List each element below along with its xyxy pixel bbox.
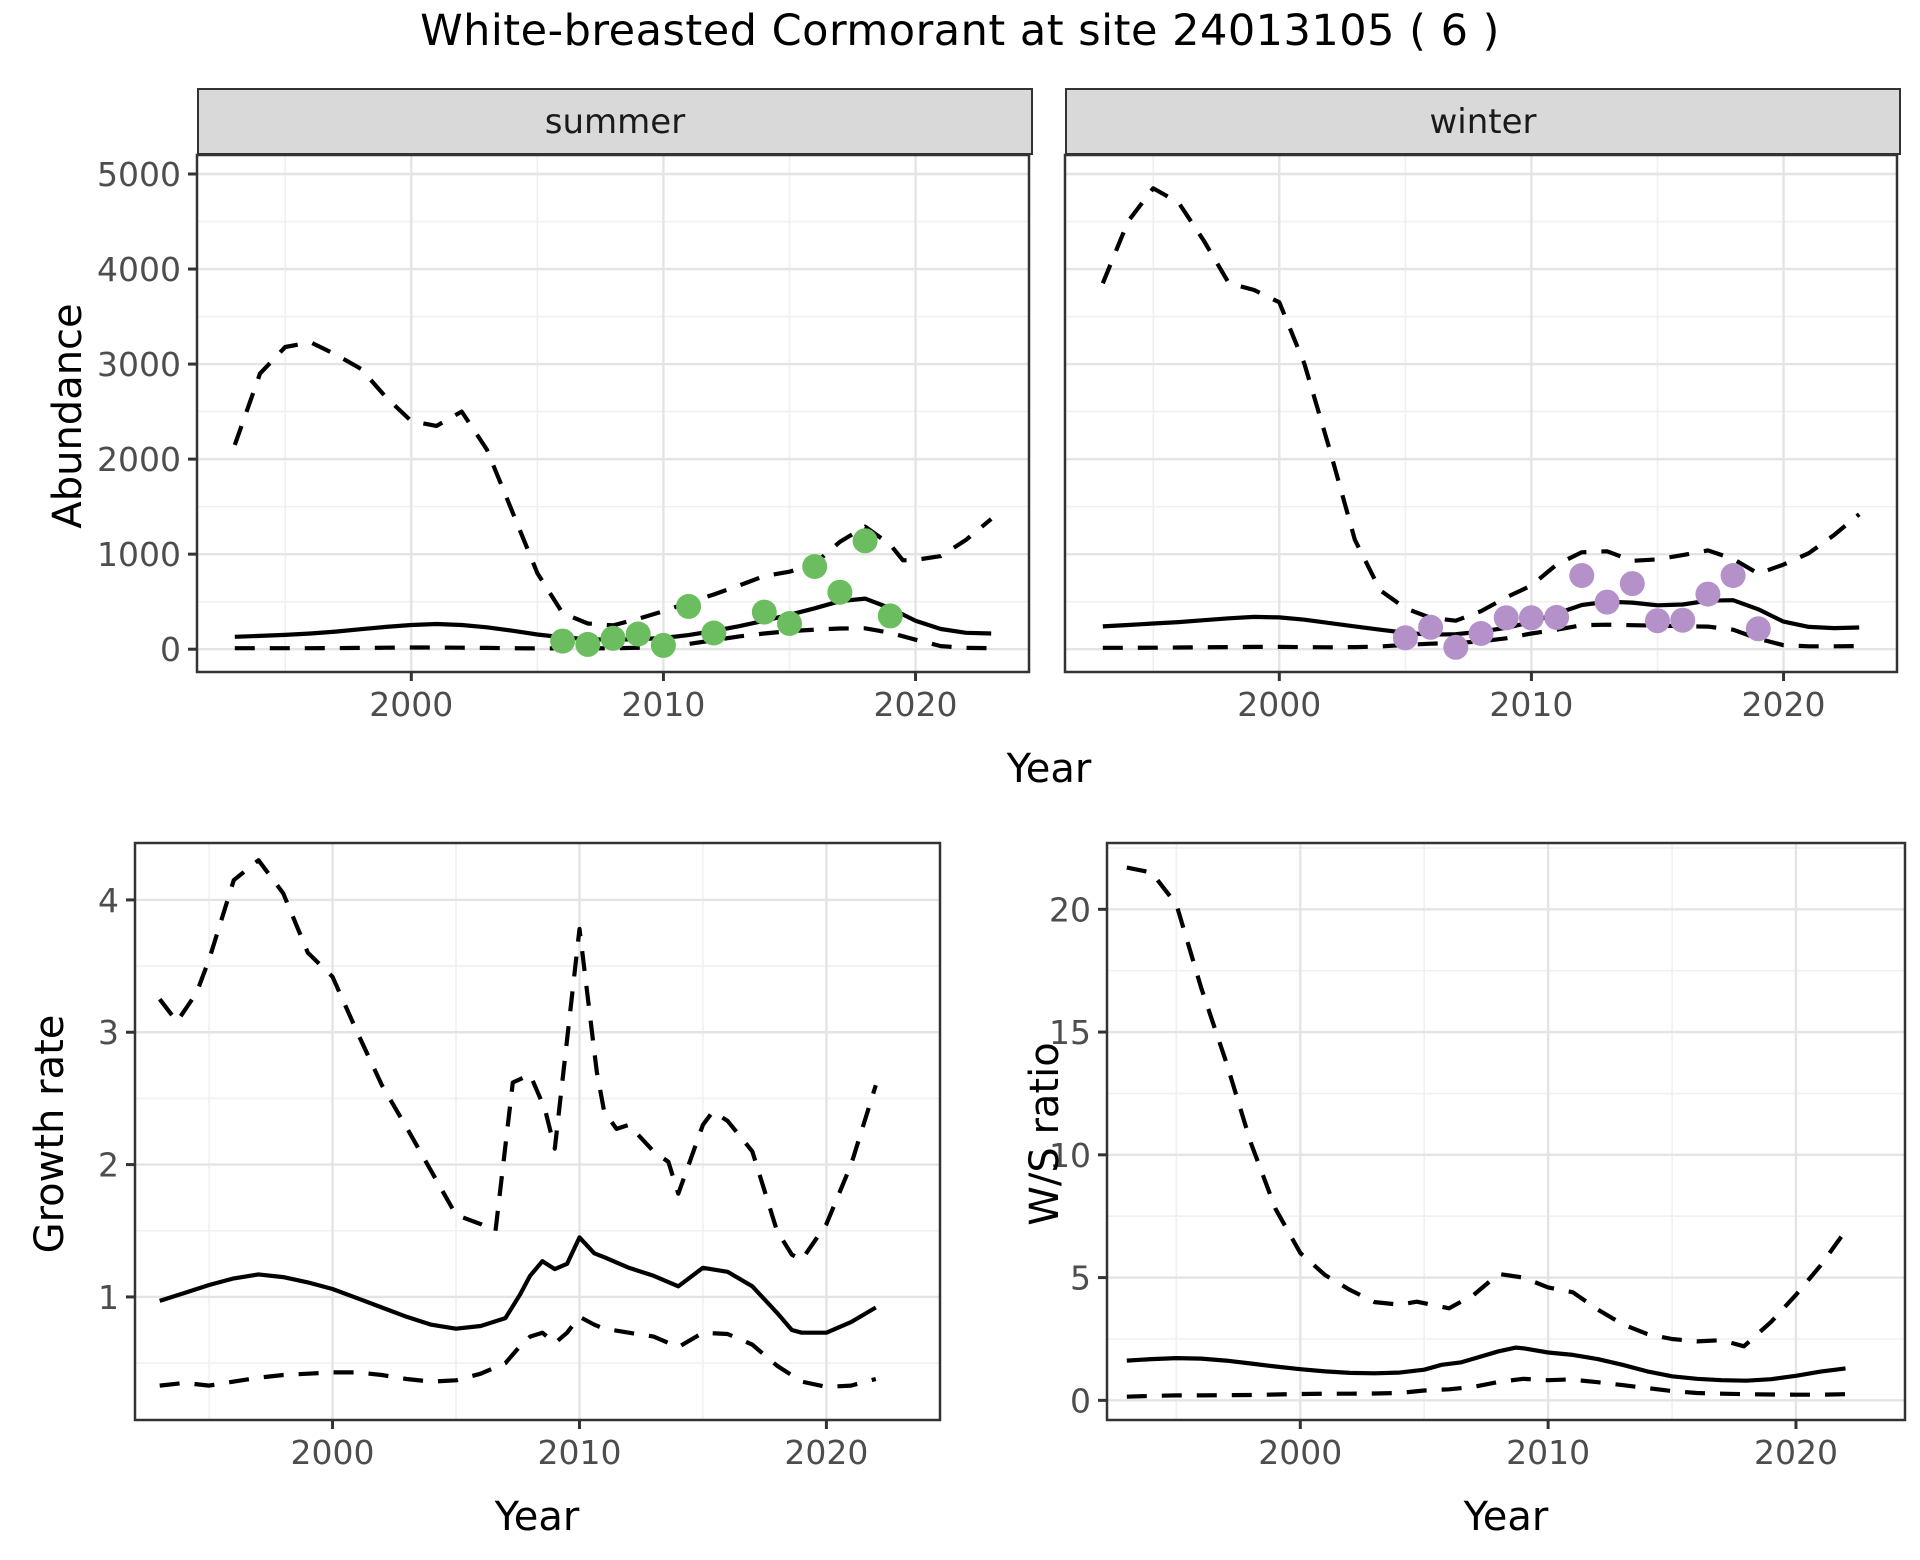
panel-growth-rate: 2000 2010 2020 1 2 3 4 [98,841,942,1472]
grid-minor [1107,843,1905,1420]
series-estimate-growth-rate [159,1235,877,1335]
grid-minor [1065,155,1897,672]
svg-text:3: 3 [98,1013,119,1052]
grid-major [1107,843,1905,1420]
x-axis-growth-rate: 2000 2010 2020 [291,1420,868,1472]
svg-text:0: 0 [1070,1381,1091,1420]
x-axis-label-ws-ratio: Year [1463,1494,1549,1540]
series-upper-ci-ws-ratio [1126,865,1848,1349]
series-lower-ci-growth-rate [159,1314,877,1389]
svg-text:0: 0 [160,630,181,669]
x-axis-label-growth-rate: Year [494,1494,580,1540]
grid-major [197,155,1029,672]
observed-counts-summer [550,528,903,658]
svg-text:20: 20 [1049,890,1091,929]
x-axis-abundance-winter: 2000 2010 2020 [1237,672,1826,724]
series-upper-ci-abundance-winter [1100,186,1861,623]
x-axis-ws-ratio: 2000 2010 2020 [1258,1420,1838,1472]
panel-border-growth-rate [133,841,942,1422]
svg-text:2000: 2000 [369,685,453,724]
panel-border-ws-ratio [1105,841,1907,1422]
svg-text:2010: 2010 [537,1433,621,1472]
x-axis-label-top: Year [1006,746,1092,792]
svg-text:2000: 2000 [97,440,181,479]
x-axis-abundance-summer: 2000 2010 2020 [369,672,958,724]
grid-major [135,843,940,1420]
y-axis-growth-rate: 1 2 3 4 [98,881,135,1317]
svg-text:2020: 2020 [1754,1433,1838,1472]
svg-text:2020: 2020 [874,685,958,724]
facet-strip-winter-label: winter [1429,101,1537,142]
svg-text:2000: 2000 [1237,685,1321,724]
panel-border-abundance-summer [195,153,1031,674]
y-axis-label-growth-rate: Growth rate [27,1014,73,1254]
svg-text:2010: 2010 [621,685,705,724]
panel-abundance-summer: 2000 2010 2020 0 1000 2000 3000 4000 5000 [97,153,1031,724]
svg-text:15: 15 [1049,1013,1091,1052]
grid-minor [135,843,940,1420]
y-axis-abundance-summer: 0 1000 2000 3000 4000 5000 [97,155,197,669]
svg-text:4: 4 [98,881,119,920]
grid-major [1065,155,1897,672]
svg-text:3000: 3000 [97,345,181,384]
svg-text:2010: 2010 [1506,1433,1590,1472]
y-axis-ws-ratio: 0 5 10 15 20 [1049,890,1107,1420]
svg-text:2020: 2020 [784,1433,868,1472]
series-lower-ci-ws-ratio [1126,1376,1846,1399]
series-lower-ci-abundance-summer [234,626,992,651]
facet-strip-winter: winter [1065,88,1901,155]
svg-text:5: 5 [1070,1259,1091,1298]
facet-strip-summer-label: summer [544,101,686,142]
chart-title: White-breasted Cormorant at site 2401310… [420,6,1500,56]
observed-counts-winter [1392,563,1771,660]
series-lower-ci-abundance-winter [1102,622,1860,650]
panel-border-abundance-winter [1063,153,1899,674]
svg-text:4000: 4000 [97,250,181,289]
grid-minor [197,155,1029,672]
y-axis-label-abundance: Abundance [45,303,91,529]
svg-text:5000: 5000 [97,155,181,194]
svg-text:1: 1 [98,1278,119,1317]
series-estimate-ws-ratio [1126,1345,1846,1383]
svg-text:2010: 2010 [1489,685,1573,724]
panel-ws-ratio: 2000 2010 2020 0 5 10 15 20 [1049,841,1907,1472]
panel-abundance-winter: 2000 2010 2020 [1063,153,1899,724]
svg-text:2000: 2000 [291,1433,375,1472]
facet-strip-summer: summer [197,88,1033,155]
series-upper-ci-abundance-summer [232,340,993,628]
svg-text:2: 2 [98,1146,119,1185]
svg-text:10: 10 [1049,1136,1091,1175]
svg-text:2000: 2000 [1258,1433,1342,1472]
svg-text:2020: 2020 [1742,685,1826,724]
series-upper-ci-growth-rate [158,858,878,1262]
y-axis-label-ws-ratio: W/S ratio [1022,1042,1068,1226]
svg-text:1000: 1000 [97,535,181,574]
